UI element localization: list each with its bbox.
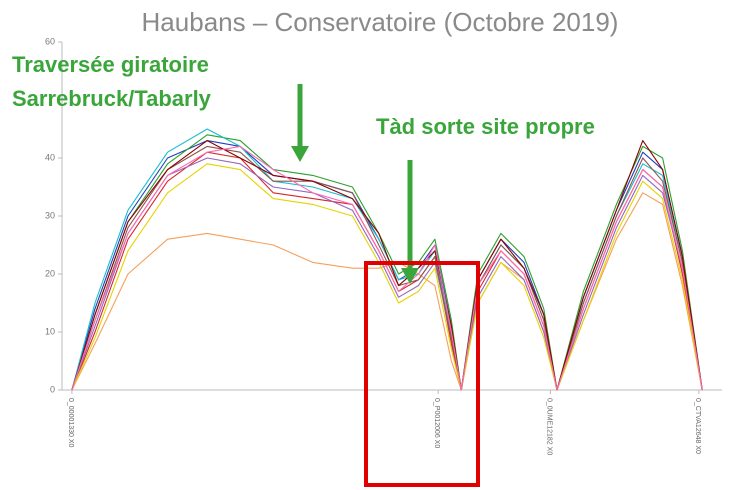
x-tick-label: 0_P0012006 X0 [433,398,440,448]
series-line [71,145,703,391]
series-line [71,151,703,391]
series-line [71,157,703,391]
series-line [71,163,703,391]
highlight-box [364,261,480,487]
x-tick-label: 0_0UME12182 X0 [545,398,552,455]
y-tick-label: 30 [45,210,55,220]
x-tick-label: 0_00001330 X0 [67,398,74,448]
y-tick-label: 60 [45,36,55,46]
arrow [291,84,309,162]
series-line [71,134,703,391]
annotation: Tàd sorte site propre [376,114,595,139]
y-tick-label: 10 [45,326,55,336]
y-tick-label: 0 [50,384,55,394]
series-line [71,192,703,391]
plot-area: 0 10 20 30 40 60 0_00001330 X0 0_P0012006 X0 0_0… [45,36,722,455]
series-line [71,145,703,391]
y-tick-label: 40 [45,152,55,162]
x-tick-label: 0_CTVA12648 X0 [694,398,701,454]
annotation: Traversée giratoire [12,52,209,77]
chart-title: Haubans – Conservatoire (Octobre 2019) [142,7,619,37]
y-tick-label: 20 [45,268,55,278]
arrow [401,160,419,284]
annotation: Sarrebruck/Tabarly [12,86,212,111]
